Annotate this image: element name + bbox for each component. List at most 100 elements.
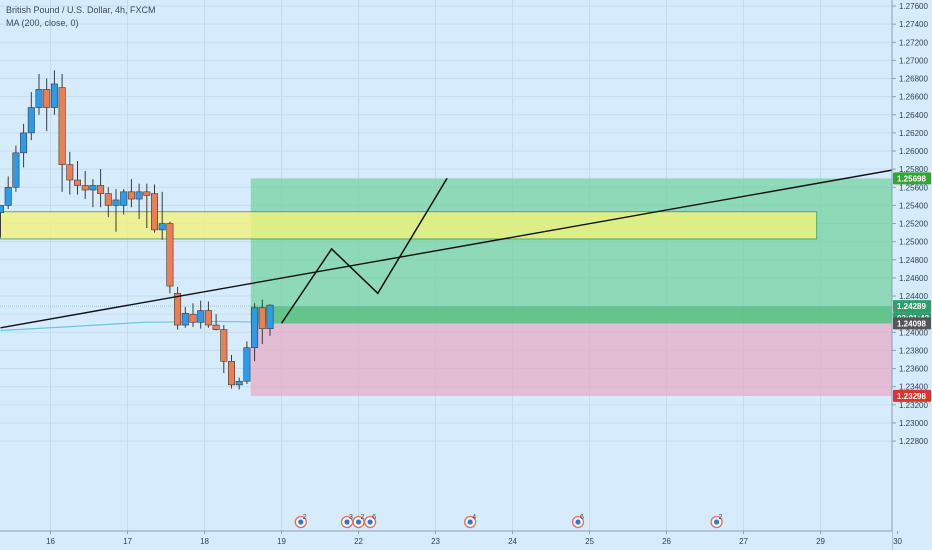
candle-body xyxy=(243,347,251,382)
y-tick-label: 1.23200 xyxy=(899,401,928,410)
candle xyxy=(74,160,82,195)
x-tick-label: 30 xyxy=(893,537,902,546)
candle-body xyxy=(143,191,151,196)
candle-body xyxy=(135,191,143,200)
y-tick-label: 1.23800 xyxy=(899,346,928,355)
stop-price-tag-bg xyxy=(893,389,931,402)
realized-profit-band xyxy=(250,306,932,324)
y-tick-label: 1.26200 xyxy=(899,129,928,138)
candle-body xyxy=(35,89,43,108)
y-tick-label: 1.25200 xyxy=(899,220,928,229)
candle-body xyxy=(251,307,259,349)
y-tick-label: 1.22800 xyxy=(899,437,928,446)
candle-body xyxy=(74,179,82,186)
candle-body xyxy=(97,185,105,194)
entry-price-tag-label: 1.24098 xyxy=(897,319,926,328)
candle-body xyxy=(0,205,5,213)
x-tick-label: 17 xyxy=(123,537,132,546)
candle-body xyxy=(258,307,266,329)
x-tick-label: 26 xyxy=(662,537,671,546)
support-zone xyxy=(0,211,818,240)
candle xyxy=(127,179,135,208)
event-marker: 6 xyxy=(571,514,585,529)
moving-average-line xyxy=(0,320,271,332)
candle xyxy=(204,301,212,328)
candles xyxy=(0,70,274,390)
stop-price-tag-label: 1.23298 xyxy=(897,392,926,401)
target-price-tag: 1.25698 xyxy=(893,172,931,185)
candle xyxy=(89,179,97,208)
candle xyxy=(20,123,28,168)
y-tick-label: 1.24000 xyxy=(899,328,928,337)
candle-body xyxy=(127,191,135,200)
event-count: 2 xyxy=(719,514,723,521)
candle xyxy=(58,73,66,192)
candle-body xyxy=(235,380,243,386)
candle-body xyxy=(151,193,159,231)
event-flag-center xyxy=(714,519,720,525)
event-flag-center xyxy=(355,519,362,525)
y-tick-label: 1.27600 xyxy=(899,2,928,11)
y-tick-label: 1.27400 xyxy=(899,20,928,29)
current-price-tag-bg xyxy=(893,300,931,313)
chart-legend: British Pound / U.S. Dollar, 4h, FXCM MA… xyxy=(6,4,156,30)
candle xyxy=(243,341,251,384)
candle xyxy=(4,176,12,210)
symbol-title[interactable]: British Pound / U.S. Dollar, 4h, FXCM xyxy=(6,5,156,15)
candle xyxy=(112,189,120,232)
candle xyxy=(228,354,236,389)
candle xyxy=(104,187,112,218)
event-flag-center xyxy=(367,519,373,525)
current-price-tag: 1.24289 xyxy=(893,300,931,313)
target-price-tag-label: 1.25698 xyxy=(897,174,926,183)
candle xyxy=(50,70,58,115)
y-tick-label: 1.27200 xyxy=(899,38,928,47)
candle-body xyxy=(50,83,58,108)
candle xyxy=(212,314,220,331)
candle-body xyxy=(104,193,112,206)
event-marker: 2 xyxy=(710,514,723,529)
candle-body xyxy=(43,89,51,108)
event-flag-center xyxy=(344,519,350,525)
price-axis xyxy=(892,0,932,550)
candle xyxy=(27,92,35,141)
candle-body xyxy=(120,191,128,206)
candle xyxy=(66,151,74,195)
x-tick-label: 23 xyxy=(431,537,440,546)
y-tick-label: 1.26800 xyxy=(899,75,928,84)
profit-zone xyxy=(250,178,932,324)
candle xyxy=(0,205,5,238)
event-count: 2 xyxy=(361,514,365,521)
candle-body xyxy=(174,293,182,326)
candle xyxy=(181,306,189,328)
candle-body xyxy=(204,310,212,326)
stop-price-tag: 1.23298 xyxy=(893,389,931,402)
target-price-tag-bg xyxy=(893,172,931,185)
event-marker: 2 xyxy=(352,514,365,529)
indicator-label[interactable]: MA (200, close, 0) xyxy=(6,18,79,28)
current-price-tag-label: 1.24289 xyxy=(897,302,926,311)
candle-body xyxy=(89,185,97,191)
x-tick-label: 27 xyxy=(739,537,748,546)
candle-body xyxy=(58,87,66,165)
x-tick-label: 24 xyxy=(508,537,517,546)
event-count: 6 xyxy=(580,514,584,521)
candle-body xyxy=(112,199,120,206)
candle xyxy=(97,169,105,208)
loss-zone xyxy=(250,323,932,396)
projected-path xyxy=(280,177,448,324)
candle-body xyxy=(27,107,35,134)
event-marker: 6 xyxy=(363,514,377,529)
y-tick-label: 1.25600 xyxy=(899,183,928,192)
candle xyxy=(43,78,51,132)
y-tick-label: 1.27000 xyxy=(899,56,928,65)
event-flag-center xyxy=(298,519,304,525)
candle xyxy=(120,189,128,215)
x-tick-label: 29 xyxy=(816,537,825,546)
event-flag-center xyxy=(575,519,581,525)
candle-body xyxy=(81,185,89,191)
x-tick-label: 16 xyxy=(46,537,55,546)
